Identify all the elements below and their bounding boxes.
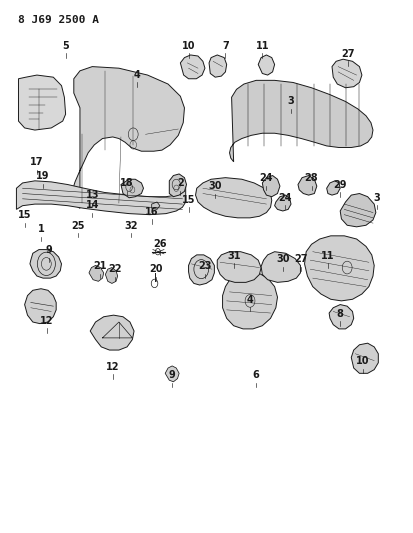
Polygon shape	[188, 255, 214, 285]
Polygon shape	[19, 75, 65, 130]
Text: 28: 28	[304, 173, 318, 183]
Polygon shape	[297, 175, 316, 195]
Polygon shape	[180, 55, 204, 79]
Text: 18: 18	[120, 178, 133, 188]
Text: 12: 12	[40, 316, 54, 326]
Polygon shape	[229, 80, 372, 162]
Polygon shape	[262, 175, 279, 197]
Text: 13: 13	[85, 190, 99, 200]
Polygon shape	[304, 236, 373, 301]
Polygon shape	[331, 59, 361, 88]
Text: 15: 15	[181, 195, 195, 205]
Text: 26: 26	[153, 239, 166, 248]
Polygon shape	[195, 177, 271, 218]
Text: 19: 19	[36, 171, 50, 181]
Text: 16: 16	[145, 207, 158, 217]
Polygon shape	[258, 55, 274, 75]
Text: 5: 5	[62, 41, 69, 51]
Text: 30: 30	[275, 254, 289, 264]
Polygon shape	[222, 271, 277, 329]
Polygon shape	[121, 179, 143, 198]
Polygon shape	[339, 193, 375, 227]
Text: 11: 11	[320, 251, 334, 261]
Text: 29: 29	[332, 180, 346, 190]
Text: 7: 7	[221, 41, 228, 51]
Text: 27: 27	[341, 49, 354, 59]
Text: 17: 17	[30, 157, 43, 167]
Text: 24: 24	[278, 192, 291, 203]
Text: 11: 11	[255, 41, 268, 51]
Polygon shape	[30, 249, 62, 278]
Text: 3: 3	[287, 96, 294, 106]
Polygon shape	[151, 202, 159, 209]
Polygon shape	[209, 55, 226, 77]
Text: 23: 23	[198, 261, 211, 271]
Text: 8: 8	[336, 309, 343, 319]
Text: 2: 2	[177, 178, 183, 188]
Text: 6: 6	[252, 370, 259, 380]
Text: 9: 9	[46, 245, 52, 255]
Text: 30: 30	[208, 181, 221, 191]
Text: 25: 25	[71, 221, 84, 231]
Text: 4: 4	[134, 70, 140, 80]
Polygon shape	[328, 304, 353, 329]
Text: 22: 22	[108, 264, 121, 274]
Text: 27: 27	[294, 254, 307, 264]
Text: 1: 1	[38, 224, 44, 234]
Polygon shape	[24, 289, 56, 324]
Polygon shape	[350, 343, 377, 373]
Text: 3: 3	[373, 192, 380, 203]
Text: 20: 20	[149, 264, 162, 274]
Polygon shape	[17, 181, 185, 215]
Polygon shape	[71, 67, 184, 208]
Polygon shape	[326, 181, 339, 195]
Polygon shape	[169, 174, 186, 197]
Polygon shape	[261, 252, 300, 282]
Polygon shape	[105, 268, 117, 284]
Polygon shape	[90, 315, 134, 350]
Text: 10: 10	[181, 41, 195, 51]
Text: 32: 32	[124, 221, 138, 231]
Polygon shape	[217, 252, 261, 282]
Text: 31: 31	[226, 251, 240, 261]
Text: 12: 12	[106, 362, 119, 372]
Text: 24: 24	[259, 173, 273, 183]
Text: 14: 14	[85, 200, 99, 210]
Text: 15: 15	[18, 211, 31, 221]
Polygon shape	[165, 366, 179, 382]
Text: 8 J69 2500 A: 8 J69 2500 A	[19, 15, 99, 25]
Text: 9: 9	[169, 370, 175, 380]
Text: 4: 4	[246, 295, 253, 304]
Polygon shape	[89, 265, 104, 281]
Polygon shape	[274, 195, 290, 211]
Text: 10: 10	[355, 357, 368, 367]
Text: 21: 21	[93, 261, 107, 271]
